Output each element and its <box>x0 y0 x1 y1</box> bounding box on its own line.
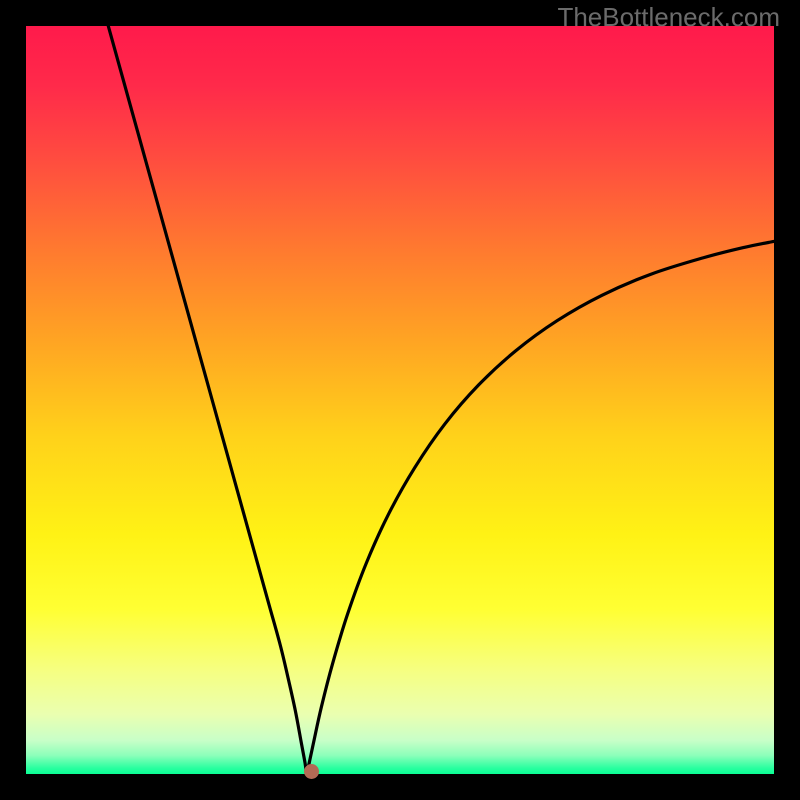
min-point-marker <box>304 764 319 779</box>
curve-layer <box>26 26 774 774</box>
series-right-branch <box>307 241 775 774</box>
plot-area <box>26 26 774 774</box>
watermark-text: TheBottleneck.com <box>557 2 780 33</box>
series-left-branch <box>108 26 306 774</box>
chart-canvas: TheBottleneck.com <box>0 0 800 800</box>
